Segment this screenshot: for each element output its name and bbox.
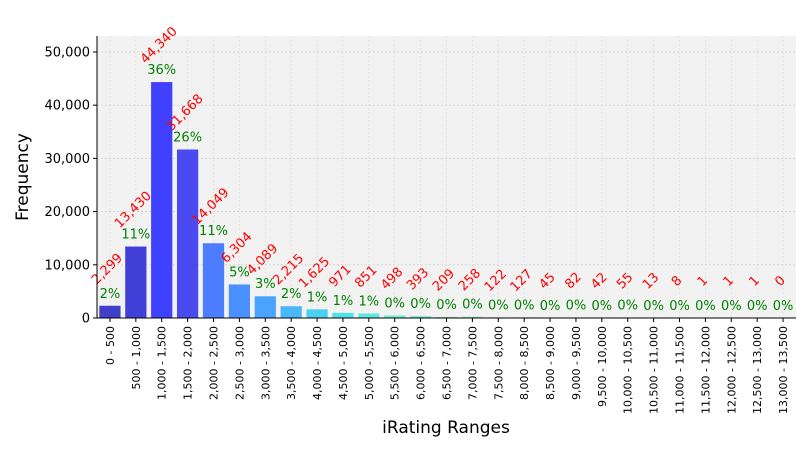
x-tick-label: 2,500 - 3,000: [233, 326, 246, 400]
bar-percent-label: 11%: [199, 224, 228, 239]
bar: [435, 316, 458, 318]
x-axis-title: iRating Ranges: [382, 418, 510, 438]
x-tick-label: 7,000 - 7,500: [466, 326, 479, 400]
x-tick-label: 500 - 1,000: [130, 326, 143, 389]
bar-percent-label: 0%: [773, 299, 794, 314]
bar-percent-label: 36%: [147, 63, 176, 78]
x-axis-ticks: 0 - 500 500 - 1,000 1,000 - 1,500 1,500 - 2…: [104, 318, 790, 414]
bar-percent-label: 0%: [462, 298, 483, 313]
x-tick-label: 1,000 - 1,500: [156, 326, 169, 400]
x-tick-label: 10,000 - 10,500: [622, 326, 635, 414]
x-tick-label: 11,500 - 12,000: [699, 326, 712, 414]
x-tick-label: 12,500 - 13,000: [751, 326, 764, 414]
x-tick-label: 5,500 - 6,000: [389, 326, 402, 400]
y-tick-label: 30,000: [45, 152, 91, 167]
bar: [99, 305, 121, 318]
bar-percent-label: 0%: [695, 299, 716, 314]
bar: [202, 243, 225, 318]
bar-percent-label: 0%: [436, 298, 457, 313]
bar-percent-label: 0%: [592, 299, 613, 314]
x-tick-label: 9,000 - 9,500: [570, 326, 583, 400]
x-tick-label: 10,500 - 11,000: [648, 326, 661, 414]
x-tick-label: 4,500 - 5,000: [337, 326, 350, 400]
y-tick-label: 10,000: [45, 258, 91, 273]
bar-percent-label: 0%: [566, 299, 587, 314]
bar: [176, 149, 199, 318]
bar-percent-label: 0%: [540, 299, 561, 314]
x-tick-label: 8,000 - 8,500: [518, 326, 531, 400]
bar-percent-label: 26%: [173, 131, 202, 146]
bar-percent-label: 0%: [410, 297, 431, 312]
x-tick-label: 12,000 - 12,500: [725, 326, 738, 414]
x-tick-label: 9,500 - 10,000: [596, 326, 609, 407]
bar-percent-label: 1%: [359, 294, 380, 309]
bar-percent-label: 5%: [229, 265, 250, 280]
bar: [384, 315, 406, 318]
bars: [99, 82, 768, 319]
bar: [254, 296, 276, 318]
x-tick-label: 0 - 500: [104, 326, 117, 365]
x-tick-label: 6,000 - 6,500: [415, 326, 428, 400]
bar-percent-label: 0%: [488, 298, 509, 313]
bar-percent-label: 11%: [121, 228, 150, 243]
percent-labels: 2% 11% 36% 26% 11% 5% 3% 2% 1% 1% 1% 0% 0% 0% 0% 0% 0% 0%…: [100, 63, 794, 314]
x-tick-label: 3,500 - 4,000: [285, 326, 298, 400]
bar-percent-label: 0%: [384, 296, 405, 311]
bar-percent-label: 0%: [514, 298, 535, 313]
x-tick-label: 8,500 - 9,000: [544, 326, 557, 400]
x-tick-label: 6,500 - 7,000: [441, 326, 454, 400]
y-tick-label: 20,000: [45, 205, 91, 220]
x-tick-label: 13,000 - 13,500: [777, 326, 790, 414]
bar-percent-label: 0%: [747, 299, 768, 314]
bar-percent-label: 2%: [281, 287, 302, 302]
y-tick-label: 0: [82, 312, 90, 327]
bar: [332, 312, 354, 318]
y-axis-title: Frequency: [13, 133, 33, 221]
gridlines: [97, 36, 796, 319]
bar: [228, 284, 251, 318]
x-tick-label: 3,000 - 3,500: [259, 326, 272, 400]
x-tick-label: 2,000 - 2,500: [208, 326, 221, 400]
bar: [461, 316, 484, 318]
bar-percent-label: 0%: [643, 299, 664, 314]
bar: [125, 246, 147, 318]
bar: [151, 82, 173, 319]
bar: [409, 315, 432, 318]
x-tick-label: 7,500 - 8,000: [492, 326, 505, 400]
x-tick-label: 1,500 - 2,000: [182, 326, 195, 400]
x-tick-label: 11,000 - 11,500: [674, 326, 687, 414]
bar: [358, 313, 380, 318]
x-tick-label: 5,000 - 5,500: [363, 326, 376, 400]
bar: [306, 309, 328, 318]
y-tick-label: 40,000: [45, 99, 91, 114]
bar-percent-label: 1%: [307, 290, 328, 305]
x-tick-label: 4,000 - 4,500: [311, 326, 324, 400]
bar-percent-label: 0%: [617, 299, 638, 314]
bar-percent-label: 1%: [333, 294, 354, 309]
y-tick-label: 50,000: [45, 45, 91, 60]
bar-percent-label: 2%: [100, 287, 121, 302]
bar-percent-label: 0%: [721, 299, 742, 314]
bar-percent-label: 0%: [669, 299, 690, 314]
bar-percent-label: 3%: [255, 277, 276, 292]
y-axis-ticks: 0 10,000 20,000 30,000 40,000 50,000: [45, 45, 97, 327]
bar: [280, 306, 302, 318]
